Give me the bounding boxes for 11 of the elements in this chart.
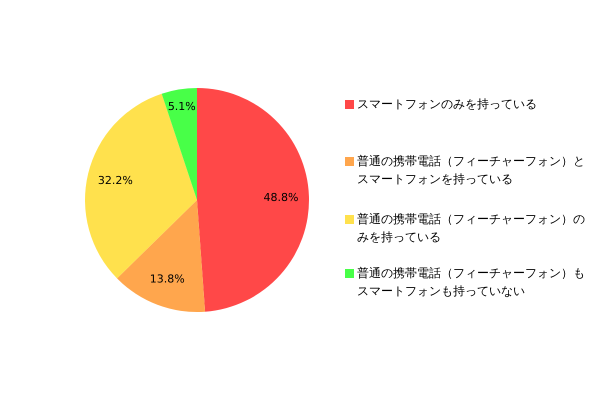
legend-label: 普通の携帯電話（フィーチャーフォン）もスマートフォンも持っていない: [357, 265, 586, 300]
legend-label: スマートフォンのみを持っている: [357, 96, 538, 113]
pie-slice: [197, 88, 309, 312]
data-label: 48.8%: [263, 190, 298, 204]
data-label: 13.8%: [150, 272, 185, 286]
pie-slice: [162, 88, 197, 200]
legend-label: 普通の携帯電話（フィーチャーフォン）のみを持っている: [357, 211, 586, 246]
data-label: 5.1%: [168, 100, 196, 114]
data-label: 32.2%: [98, 174, 133, 188]
pie-slice: [117, 200, 206, 312]
legend-label: 普通の携帯電話（フィーチャーフォン）とスマートフォンを持っている: [357, 153, 586, 188]
